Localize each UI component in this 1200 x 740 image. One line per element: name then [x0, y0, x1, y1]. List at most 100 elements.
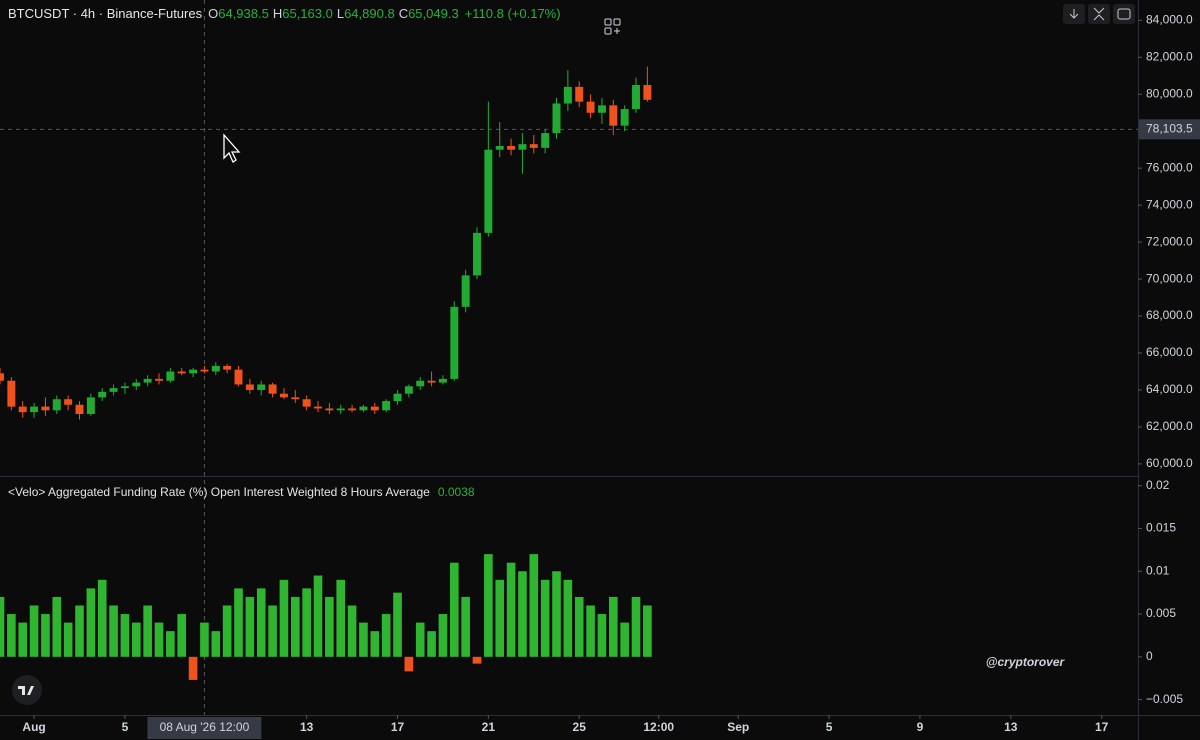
funding-bar	[586, 605, 595, 657]
candle-body	[597, 105, 606, 113]
crosshair-y-label-bg	[1139, 119, 1200, 140]
funding-bar	[495, 579, 505, 657]
funding-bar	[597, 614, 607, 657]
funding-bar	[552, 571, 561, 657]
y-tick-label: 0.005	[1146, 606, 1176, 620]
y-tick-label: 72,000.0	[1146, 234, 1193, 248]
candle-body	[64, 399, 73, 405]
button[interactable]	[1088, 4, 1110, 24]
candle-body	[86, 397, 95, 415]
ohlc-key: O	[208, 6, 219, 21]
funding-bar	[166, 631, 175, 657]
funding-bar	[222, 605, 232, 657]
candle-body	[291, 397, 300, 400]
funding-bar	[404, 656, 414, 672]
candle-body	[620, 109, 629, 126]
y-tick-label: 76,000.0	[1146, 160, 1193, 174]
y-tick-label: −0.005	[1146, 692, 1183, 706]
candle-body	[0, 373, 4, 381]
ohlc-value: 64,938.5	[218, 6, 269, 21]
candle-body	[279, 393, 288, 398]
funding-bar	[643, 605, 652, 657]
funding-bar	[461, 596, 470, 657]
candle-body	[427, 380, 436, 383]
candle-body	[155, 378, 163, 381]
funding-bar	[506, 562, 516, 657]
funding-bar	[143, 605, 152, 657]
candle-body	[75, 404, 84, 415]
x-tick-label: 17	[1095, 720, 1109, 734]
candle-body	[393, 393, 402, 402]
candle-body	[314, 406, 322, 409]
funding-bar	[347, 605, 357, 657]
candle-body	[30, 406, 39, 413]
candle-body	[382, 401, 391, 411]
x-tick-label: 17	[391, 720, 405, 734]
tv-logo[interactable]	[12, 675, 42, 705]
candle-body	[507, 146, 516, 150]
change: +110.8 (+0.17%)	[464, 6, 561, 21]
candle-body	[552, 103, 561, 134]
funding-bar	[472, 656, 482, 664]
candle-body	[416, 380, 425, 387]
funding-bar	[325, 596, 334, 657]
funding-bar	[290, 596, 300, 657]
funding-bar	[268, 605, 277, 657]
funding-bar	[200, 622, 209, 657]
candle-body	[370, 406, 379, 411]
indicator-value: 0.0038	[437, 485, 475, 499]
candle-body	[495, 146, 504, 150]
toolbar	[1063, 4, 1135, 24]
funding-bars	[0, 554, 652, 680]
candle-body	[211, 365, 220, 372]
funding-bar	[438, 614, 448, 657]
candle-body	[132, 382, 141, 387]
ohlc-item: O64,938.5	[208, 6, 269, 21]
crosshair-x-label-bg	[147, 717, 262, 739]
candle-body	[461, 275, 470, 307]
indicator-legend: <Velo> Aggregated Funding Rate (%) Open …	[8, 485, 475, 499]
ohlc-value: 65,163.0	[282, 6, 333, 21]
candle-body	[563, 86, 572, 104]
x-tick-label: 9	[917, 720, 924, 734]
candle-body	[143, 378, 152, 383]
candle-body	[529, 144, 538, 148]
ohlc-value: 64,890.8	[344, 6, 395, 21]
candle-body	[643, 85, 652, 100]
candle-body	[518, 144, 527, 150]
layout-icon[interactable]	[604, 18, 621, 35]
candle-body	[98, 391, 107, 398]
funding-bar	[313, 575, 323, 657]
crosshair-x-label: 08 Aug '26 12:00	[160, 720, 250, 734]
funding-bar	[370, 631, 380, 657]
x-tick-label: 13	[300, 720, 314, 734]
x-tick-label: Sep	[727, 720, 749, 734]
funding-bar	[86, 588, 96, 657]
y-tick-label: 68,000.0	[1146, 308, 1193, 322]
y-tick-label: 82,000.0	[1146, 49, 1193, 63]
candle-body	[484, 149, 493, 233]
ohlc-item: L64,890.8	[337, 6, 395, 21]
candle-body	[41, 406, 50, 411]
funding-bar	[154, 622, 164, 657]
button[interactable]	[1113, 4, 1135, 24]
y-tick-label: 66,000.0	[1146, 345, 1193, 359]
y-tick-label: 64,000.0	[1146, 382, 1193, 396]
candle-body	[52, 399, 61, 411]
funding-bar	[484, 554, 493, 657]
funding-bar	[234, 588, 243, 657]
funding-bar	[63, 622, 73, 657]
candle-body	[336, 408, 345, 411]
crosshair-y-label: 78,103.5	[1146, 121, 1193, 135]
y-tick-label: 84,000.0	[1146, 13, 1193, 27]
candle-body	[450, 306, 459, 379]
x-tick-label: 13	[1004, 720, 1018, 734]
ohlc-value: 65,049.3	[408, 6, 459, 21]
funding-bar	[336, 579, 346, 657]
funding-bar	[131, 622, 141, 657]
y-tick-label: 60,000.0	[1146, 456, 1193, 470]
x-tick-label: 5	[826, 720, 833, 734]
x-tick-label: 5	[122, 720, 129, 734]
icon	[1069, 9, 1079, 19]
